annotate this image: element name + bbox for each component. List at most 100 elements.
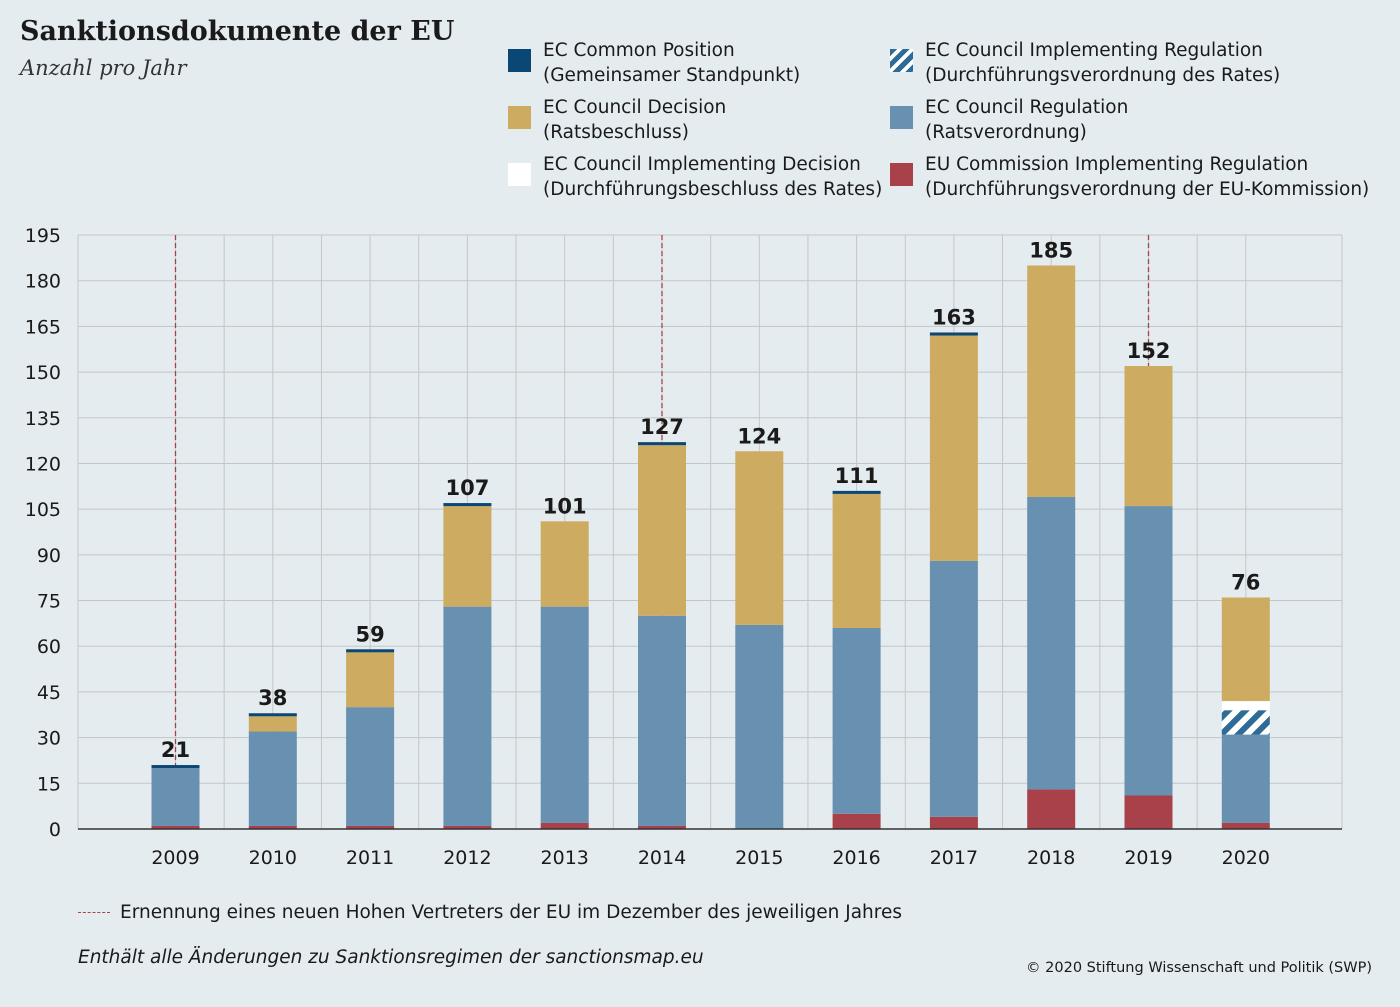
- total-label-2020: 76: [1231, 570, 1260, 594]
- legend-swatch: [890, 163, 913, 186]
- bar-segment-2015-s4: [735, 451, 784, 625]
- legend-label-translation: (Ratsbeschluss): [543, 122, 689, 143]
- legend-label: EU Commission Implementing Regulation: [925, 154, 1309, 175]
- bar-segment-2020-s0: [1221, 822, 1270, 829]
- bar-segment-2014-s0: [638, 825, 686, 829]
- y-tick-label: 75: [37, 591, 61, 613]
- legend-swatch: [890, 106, 913, 129]
- total-label-2013: 101: [543, 494, 587, 518]
- x-tick-label-2010: 2010: [249, 847, 297, 869]
- y-tick-label: 180: [25, 271, 61, 293]
- x-tick-label-2014: 2014: [638, 847, 686, 869]
- bar-segment-2017-s4: [929, 335, 978, 561]
- bar-segment-2020-s3: [1221, 701, 1270, 711]
- bar-segment-2019-s4: [1124, 365, 1173, 507]
- x-tick-label-2017: 2017: [930, 847, 978, 869]
- bar-segment-2012-s4: [443, 506, 492, 607]
- bar-segment-2012-s0: [443, 825, 492, 829]
- bar-segment-2016-s0: [832, 813, 881, 829]
- bar-segment-2015-s1: [735, 624, 784, 829]
- legend-label-translation: (Gemeinsamer Standpunkt): [543, 65, 801, 86]
- bar-segment-2011-s1: [346, 707, 395, 826]
- dashed-line-legend-sample: [78, 912, 110, 913]
- y-tick-label: 150: [25, 362, 61, 384]
- legend-label: EC Council Decision: [543, 97, 727, 118]
- total-label-2015: 124: [737, 424, 781, 448]
- legend-label: EC Council Implementing Decision: [543, 154, 861, 175]
- bar-segment-2019-s1: [1124, 506, 1173, 796]
- bar-segment-2016-s4: [832, 493, 881, 628]
- legend-label: EC Council Regulation: [925, 97, 1129, 118]
- x-tick-label-2009: 2009: [151, 847, 199, 869]
- bar-segment-2009-s0: [151, 825, 200, 829]
- legend-label: EC Common Position: [543, 40, 735, 61]
- legend-label: EC Council Implementing Regulation: [925, 40, 1263, 61]
- bar-segment-2009-s1: [151, 768, 200, 826]
- bar-segment-2017-s5: [929, 332, 978, 336]
- y-tick-label: 45: [37, 682, 61, 704]
- bar-segment-2018-s0: [1027, 789, 1076, 829]
- legend-label-translation: (Durchführungsbeschluss des Rates): [543, 179, 883, 200]
- legend-swatch: [508, 106, 531, 129]
- legend-swatch: [508, 163, 531, 186]
- bar-segment-2020-s2: [1221, 710, 1270, 735]
- bar-segment-2011-s5: [346, 649, 395, 653]
- bar-segment-2012-s5: [443, 503, 492, 507]
- bar-segment-2013-s0: [540, 822, 589, 829]
- legend-label-translation: (Durchführungsverordnung der EU-Kommissi…: [925, 179, 1370, 200]
- x-tick-label-2013: 2013: [541, 847, 589, 869]
- x-tick-label-2019: 2019: [1124, 847, 1172, 869]
- total-label-2014: 127: [640, 415, 684, 439]
- x-tick-label-2020: 2020: [1222, 847, 1270, 869]
- bar-segment-2010-s4: [248, 716, 297, 732]
- y-tick-label: 90: [37, 545, 61, 567]
- x-tick-label-2011: 2011: [346, 847, 394, 869]
- bar-segment-2017-s1: [929, 560, 978, 817]
- bar-segment-2020-s4: [1221, 597, 1270, 702]
- chart-subtitle: Anzahl pro Jahr: [20, 56, 187, 80]
- bar-segment-2013-s4: [540, 521, 589, 607]
- y-tick-label: 60: [37, 636, 61, 658]
- bar-segment-2014-s4: [638, 445, 686, 616]
- dashed-line-note: Ernennung eines neuen Hohen Vertreters d…: [120, 902, 902, 923]
- bar-segment-2014-s5: [638, 442, 686, 446]
- y-tick-label: 165: [25, 316, 61, 338]
- x-tick-label-2018: 2018: [1027, 847, 1075, 869]
- y-tick-label: 30: [37, 728, 61, 750]
- total-label-2018: 185: [1029, 238, 1073, 262]
- y-tick-label: 105: [25, 499, 61, 521]
- bar-segment-2018-s4: [1027, 265, 1076, 497]
- total-label-2012: 107: [445, 476, 489, 500]
- bar-segment-2020-s1: [1221, 734, 1270, 823]
- y-tick-label: 195: [25, 225, 61, 247]
- source-note: Enthält alle Änderungen zu Sanktionsregi…: [78, 947, 704, 968]
- bar-segment-2010-s5: [248, 713, 297, 717]
- legend-label-translation: (Durchführungsverordnung des Rates): [925, 65, 1281, 86]
- total-label-2010: 38: [258, 686, 287, 710]
- bar-segment-2017-s0: [929, 816, 978, 829]
- copyright: © 2020 Stiftung Wissenschaft und Politik…: [1026, 960, 1372, 976]
- y-tick-label: 135: [25, 408, 61, 430]
- bar-segment-2019-s0: [1124, 795, 1173, 829]
- y-tick-label: 0: [49, 819, 61, 841]
- legend-swatch: [890, 49, 913, 72]
- x-tick-label-2012: 2012: [443, 847, 491, 869]
- bar-segment-2016-s1: [832, 627, 881, 814]
- total-label-2009: 21: [161, 738, 190, 762]
- y-tick-label: 15: [37, 773, 61, 795]
- legend-swatch: [508, 49, 531, 72]
- bar-segment-2016-s5: [832, 490, 881, 494]
- total-label-2016: 111: [835, 464, 879, 488]
- bar-segment-2010-s0: [248, 825, 297, 829]
- y-tick-label: 120: [25, 453, 61, 475]
- bar-segment-2011-s0: [346, 825, 395, 829]
- bar-segment-2018-s1: [1027, 496, 1076, 790]
- total-label-2011: 59: [355, 622, 384, 646]
- bar-segment-2013-s1: [540, 606, 589, 823]
- bar-segment-2010-s1: [248, 731, 297, 826]
- bar-segment-2012-s1: [443, 606, 492, 826]
- total-label-2017: 163: [932, 305, 976, 329]
- x-tick-label-2016: 2016: [832, 847, 880, 869]
- bar-segment-2011-s4: [346, 652, 395, 708]
- total-label-2019: 152: [1127, 339, 1171, 363]
